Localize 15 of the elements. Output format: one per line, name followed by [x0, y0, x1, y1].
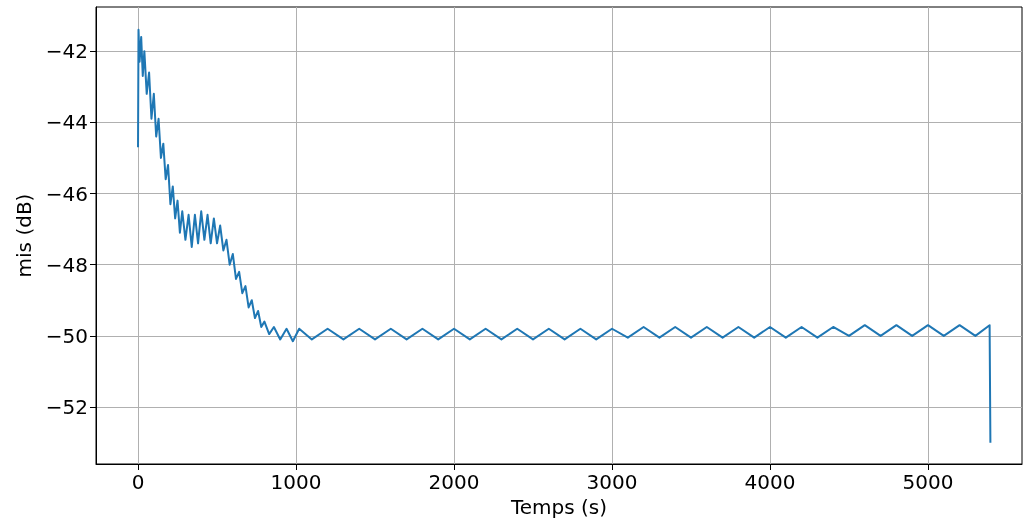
x-axis-title: Temps (s): [509, 494, 608, 519]
y-tick-label: −42: [45, 39, 88, 64]
y-tick-label: −48: [45, 252, 88, 277]
y-tick-label: −50: [45, 323, 88, 348]
y-tick-label: −46: [45, 181, 88, 206]
y-tick-label: −52: [45, 395, 88, 420]
y-tick-label: −44: [45, 110, 88, 135]
x-tick-label: 2000: [428, 470, 480, 494]
y-axis-title: mis (dB): [12, 193, 36, 278]
x-tick-label: 5000: [902, 470, 954, 494]
x-tick-label: 1000: [270, 470, 322, 494]
line-series: [137, 28, 992, 444]
x-tick-label: 0: [131, 470, 145, 494]
x-tick-label: 4000: [744, 470, 796, 494]
x-tick-label: 3000: [586, 470, 638, 494]
